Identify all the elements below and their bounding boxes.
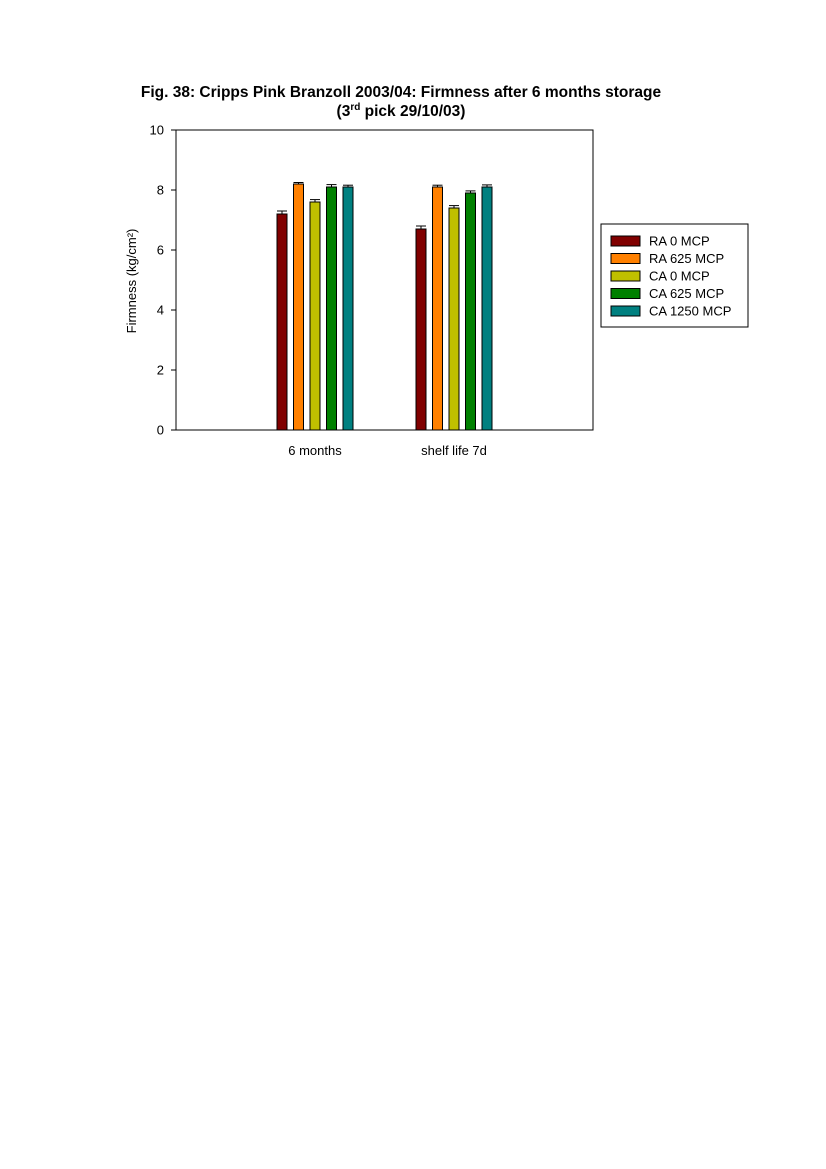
x-tick-label: 6 months (288, 443, 342, 458)
bar (293, 183, 304, 431)
legend-label: CA 0 MCP (649, 269, 710, 284)
chart-title-line2-sup: rd (350, 101, 361, 113)
x-tick-label: shelf life 7d (421, 443, 487, 458)
plot-frame (175, 129, 594, 431)
chart-title-line2-prefix: (3 (336, 103, 351, 120)
legend-label: RA 0 MCP (649, 234, 710, 249)
legend-label: RA 625 MCP (649, 251, 724, 266)
y-axis-label: Firmness (kg/cm²) (124, 229, 139, 334)
legend-label: CA 625 MCP (649, 286, 724, 301)
legend: RA 0 MCP RA 625 MCP CA 0 MCP CA 625 MCP CA 1… (600, 223, 749, 328)
chart-title-line1: Fig. 38: Cripps Pink Branzoll 2003/04: F… (140, 84, 662, 101)
legend-swatch (610, 270, 641, 282)
y-tick-label: 8 (157, 183, 164, 198)
plot-area: 0 2 4 6 8 10 6 months shelf life 7d (150, 123, 594, 458)
legend-swatch (610, 305, 641, 317)
legend-swatch (610, 288, 641, 299)
bar (432, 186, 443, 431)
y-tick-label: 0 (157, 423, 164, 438)
bar (415, 228, 427, 431)
bar (481, 186, 493, 431)
legend-swatch (610, 235, 641, 247)
legend-swatch (610, 253, 641, 264)
bar (309, 201, 321, 431)
chart-title: Fig. 38: Cripps Pink Branzoll 2003/04: F… (100, 83, 702, 121)
y-tick-label: 6 (157, 243, 164, 258)
y-tick-label: 4 (157, 303, 164, 318)
legend-label: CA 1250 MCP (649, 304, 731, 319)
bar (326, 186, 337, 431)
bar (276, 213, 288, 431)
bar (342, 186, 354, 431)
y-tick-label: 10 (150, 123, 164, 138)
bar (448, 207, 460, 431)
chart-title-line2-suffix: pick 29/10/03) (360, 103, 466, 120)
y-tick-label: 2 (157, 363, 164, 378)
bar (465, 192, 476, 431)
chart-title-line2: (3rd pick 29/10/03) (100, 102, 702, 121)
